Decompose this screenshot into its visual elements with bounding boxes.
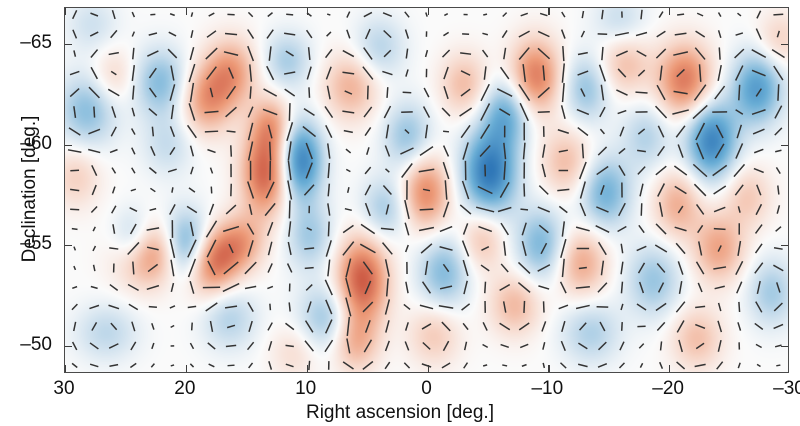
y-axis-tick-mark <box>65 245 72 247</box>
x-axis-tick-label: –20 <box>652 378 684 399</box>
x-axis-tick-mark <box>306 8 308 15</box>
y-axis-title: Declination [deg.] <box>19 115 40 263</box>
x-axis-tick-mark <box>548 8 550 15</box>
x-axis-tick-label: 20 <box>174 378 196 399</box>
y-axis-tick-mark <box>781 144 788 146</box>
x-axis-tick-label: 10 <box>295 378 317 399</box>
x-axis-tick-label: 30 <box>53 378 75 399</box>
plot-area <box>64 7 789 373</box>
x-axis-tick-label: –30 <box>773 378 800 399</box>
y-axis-tick-label: –50 <box>20 333 52 355</box>
y-axis-tick-label: –60 <box>20 132 52 154</box>
x-axis-tick-mark <box>65 365 67 372</box>
x-axis-tick-mark <box>427 365 429 372</box>
y-axis-tick-mark <box>65 44 72 46</box>
x-axis-tick-mark <box>548 365 550 372</box>
x-axis-tick-mark <box>65 8 67 15</box>
y-axis-tick-mark <box>65 144 72 146</box>
x-axis-tick-mark <box>306 365 308 372</box>
x-axis-tick-mark <box>669 8 671 15</box>
x-axis-tick-mark <box>427 8 429 15</box>
y-axis-tick-mark <box>65 345 72 348</box>
x-axis-tick-label: 0 <box>421 378 432 399</box>
y-axis-tick-mark <box>781 44 788 46</box>
y-axis-tick-mark <box>781 245 788 247</box>
y-axis-tick-label: –65 <box>20 32 52 54</box>
x-axis-tick-mark <box>669 365 671 372</box>
x-axis-tick-mark <box>185 365 188 372</box>
y-axis-tick-label: –55 <box>20 233 52 255</box>
x-axis-tick-mark <box>185 8 188 15</box>
scalar-field-heatmap <box>65 8 788 372</box>
x-axis-tick-label: –10 <box>531 378 564 399</box>
x-axis-title: Right ascension [deg.] <box>305 402 494 423</box>
y-axis-tick-mark <box>781 345 788 348</box>
